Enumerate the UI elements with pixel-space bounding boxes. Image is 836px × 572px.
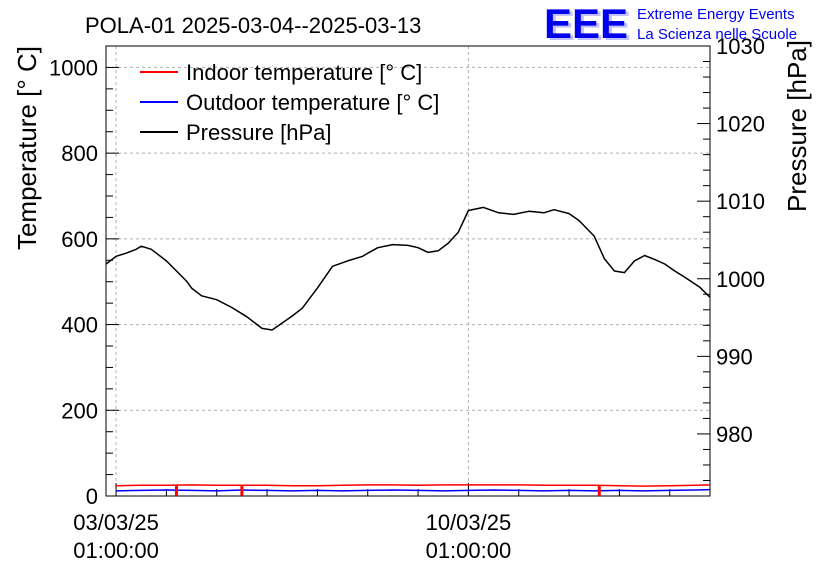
left-tick-label: 0 xyxy=(86,484,98,509)
left-tick-label: 600 xyxy=(61,227,98,252)
left-tick-label: 1000 xyxy=(49,55,98,80)
right-tick-label: 980 xyxy=(716,422,753,447)
left-axis: 0 200 400 600 800 1000 xyxy=(49,45,119,509)
plot-frame xyxy=(105,45,711,497)
series-line-outdoor-temperature-c xyxy=(116,488,711,492)
right-axis: 980 990 1000 1010 1020 1030 xyxy=(697,34,765,481)
logo-line-2: La Scienza nelle Scuole xyxy=(637,26,797,43)
left-axis-title: Temperature [° C] xyxy=(12,46,42,250)
left-tick-label: 800 xyxy=(61,141,98,166)
left-tick-label: 400 xyxy=(61,313,98,338)
grid xyxy=(106,46,710,496)
eee-logo-shadow: EEE xyxy=(547,2,631,49)
logo-line-1: Extreme Energy Events xyxy=(637,6,795,23)
x-axis: 03/03/25 01:00:00 10/03/25 01:00:00 xyxy=(73,483,671,563)
series-line-indoor-temperature-c xyxy=(116,484,711,487)
x-tick-label-date: 10/03/25 xyxy=(426,510,512,535)
legend-label: Outdoor temperature [° C] xyxy=(186,90,439,115)
legend: Indoor temperature [° C] Outdoor temperat… xyxy=(140,60,439,145)
x-tick-label-date: 03/03/25 xyxy=(73,510,159,535)
series-layer xyxy=(105,206,711,492)
legend-label: Indoor temperature [° C] xyxy=(186,60,422,85)
right-tick-label: 1010 xyxy=(716,189,765,214)
x-tick-label-time: 01:00:00 xyxy=(426,538,512,563)
right-tick-label: 990 xyxy=(716,344,753,369)
legend-label: Pressure [hPa] xyxy=(186,120,332,145)
eee-logo: EEE EEE Extreme Energy Events La Scienza… xyxy=(544,0,797,49)
x-tick-label-time: 01:00:00 xyxy=(73,538,159,563)
marker-layer xyxy=(174,485,601,496)
right-tick-label: 1000 xyxy=(716,267,765,292)
right-axis-title: Pressure [hPa] xyxy=(782,40,812,212)
right-tick-label: 1030 xyxy=(716,34,765,59)
chart-title: POLA-01 2025-03-04--2025-03-13 xyxy=(85,13,421,38)
right-tick-label: 1020 xyxy=(716,112,765,137)
left-tick-label: 200 xyxy=(61,398,98,423)
series-line-pressure-hpa xyxy=(105,206,711,331)
eee-logo-mark: EEE xyxy=(544,0,628,47)
